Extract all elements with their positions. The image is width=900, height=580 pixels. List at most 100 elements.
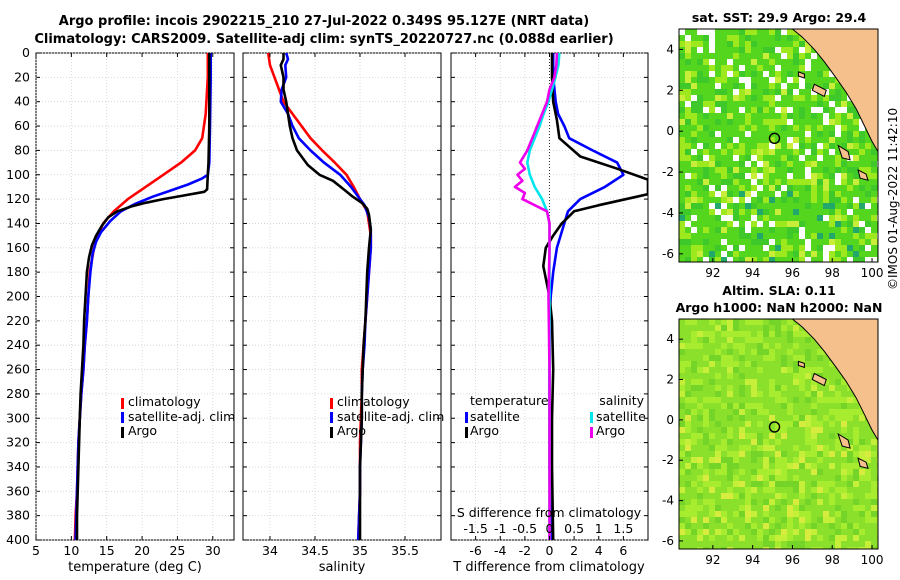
map-data-cell <box>799 155 805 161</box>
map-data-cell <box>841 421 847 427</box>
map-data-cell <box>739 505 745 511</box>
map-data-cell <box>763 53 769 59</box>
map-data-cell <box>871 493 877 499</box>
map-data-cell <box>679 487 685 493</box>
map-data-cell <box>739 409 745 415</box>
map-data-cell <box>727 433 733 439</box>
map-data-cell <box>763 409 769 415</box>
map-data-cell <box>685 421 691 427</box>
map-data-cell <box>793 221 799 227</box>
map-data-cell <box>709 65 715 71</box>
map-data-cell <box>733 403 739 409</box>
map-data-cell <box>703 167 709 173</box>
map-data-cell <box>769 119 775 125</box>
map-data-cell <box>721 361 727 367</box>
map-data-cell <box>727 439 733 445</box>
map-x-tick-label: 98 <box>825 266 840 280</box>
map-data-cell <box>817 355 823 361</box>
map-data-cell <box>685 209 691 215</box>
s-difference-label: S difference from climatology <box>457 505 642 520</box>
x-tick-label: 30 <box>205 543 221 558</box>
map-data-cell <box>715 421 721 427</box>
map-data-cell <box>727 113 733 119</box>
map-data-cell <box>727 463 733 469</box>
map-data-cell <box>835 113 841 119</box>
map-data-cell <box>835 209 841 215</box>
map-data-cell <box>799 251 805 257</box>
map-data-cell <box>859 227 865 233</box>
map-data-cell <box>823 487 829 493</box>
map-data-cell <box>841 197 847 203</box>
map-data-cell <box>781 53 787 59</box>
temperature-x-label: temperature (deg C) <box>68 560 202 575</box>
land-island <box>811 372 827 387</box>
map-data-cell <box>691 227 697 233</box>
map-data-cell <box>703 421 709 427</box>
map-data-cell <box>847 107 853 113</box>
map-data-cell <box>829 83 835 89</box>
map-data-cell <box>787 463 793 469</box>
map-data-cell <box>685 481 691 487</box>
map-data-cell <box>691 367 697 373</box>
depth-tick-label: 380 <box>6 508 30 523</box>
map-data-cell <box>721 71 727 77</box>
map-data-cell <box>679 523 685 529</box>
map-data-cell <box>871 233 877 239</box>
map-data-cell <box>841 427 847 433</box>
map-data-cell <box>829 251 835 257</box>
map-data-cell <box>727 119 733 125</box>
map-data-cell <box>835 397 841 403</box>
map-data-cell <box>769 251 775 257</box>
map-data-cell <box>697 547 703 549</box>
map-data-cell <box>823 143 829 149</box>
map-data-cell <box>817 427 823 433</box>
map-data-cell <box>739 143 745 149</box>
map-data-cell <box>733 155 739 161</box>
map-data-cell <box>751 481 757 487</box>
map-data-cell <box>781 325 787 331</box>
map-data-cell <box>709 191 715 197</box>
map-data-cell <box>703 355 709 361</box>
map-data-cell <box>739 355 745 361</box>
depth-tick-label: 200 <box>6 289 30 304</box>
map-data-cell <box>721 343 727 349</box>
map-data-cell <box>685 149 691 155</box>
map-data-cell <box>751 149 757 155</box>
s-diff-tick-label: 0.5 <box>564 521 584 536</box>
map-data-cell <box>697 203 703 209</box>
map-data-cell <box>745 433 751 439</box>
map-data-cell <box>847 245 853 251</box>
map-data-cell <box>823 451 829 457</box>
map-data-cell <box>841 173 847 179</box>
map-data-cell <box>703 161 709 167</box>
map-data-cell <box>703 239 709 245</box>
map-data-cell <box>751 107 757 113</box>
map-data-cell <box>793 59 799 65</box>
map-data-cell <box>697 101 703 107</box>
map-data-cell <box>799 421 805 427</box>
map-data-cell <box>739 481 745 487</box>
map-data-cell <box>763 547 769 549</box>
map-y-tick-label: 0 <box>666 124 674 138</box>
map-data-cell <box>721 185 727 191</box>
map-data-cell <box>751 487 757 493</box>
map-data-cell <box>763 331 769 337</box>
map-data-cell <box>751 257 757 262</box>
map-data-cell <box>751 185 757 191</box>
map-data-cell <box>721 215 727 221</box>
map-data-cell <box>721 257 727 262</box>
map-data-cell <box>793 463 799 469</box>
map-data-cell <box>781 119 787 125</box>
map-data-cell <box>733 457 739 463</box>
map-data-cell <box>751 29 757 35</box>
map-data-cell <box>757 337 763 343</box>
depth-tick-label: 220 <box>6 313 30 328</box>
depth-tick-label: 180 <box>6 264 30 279</box>
map-data-cell <box>847 523 853 529</box>
map-data-cell <box>805 517 811 523</box>
map-data-cell <box>721 439 727 445</box>
map-data-cell <box>811 185 817 191</box>
map-data-cell <box>781 239 787 245</box>
map-data-cell <box>829 361 835 367</box>
map-data-cell <box>823 415 829 421</box>
